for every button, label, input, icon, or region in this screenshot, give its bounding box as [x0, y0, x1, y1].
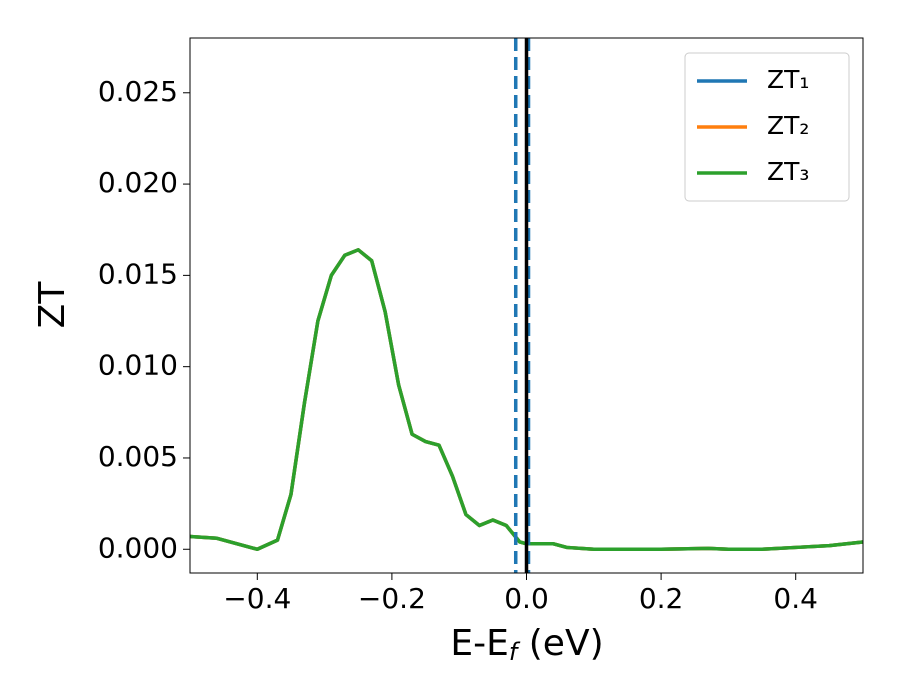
legend-label: ZT₃: [767, 157, 809, 186]
y-tick-label: 0.000: [98, 531, 178, 564]
legend-label: ZT₂: [767, 111, 809, 140]
x-axis-label: E-Ef (eV): [450, 623, 603, 666]
x-tick-label: −0.4: [223, 582, 291, 615]
y-tick-label: 0.010: [98, 349, 178, 382]
y-tick-label: 0.020: [98, 166, 178, 199]
y-tick-label: 0.015: [98, 257, 178, 290]
legend-box: [684, 52, 850, 202]
x-label-part: E-E: [450, 623, 508, 664]
y-tick-label: 0.025: [98, 75, 178, 108]
y-axis-label: ZT: [32, 281, 73, 329]
x-tick-label: −0.2: [358, 582, 426, 615]
x-tick-label: 0.4: [773, 582, 818, 615]
x-label-part: (eV): [517, 623, 603, 664]
plot-frame: [189, 37, 864, 574]
y-tick-label: 0.005: [98, 440, 178, 473]
x-tick-label: 0.0: [504, 582, 549, 615]
x-tick-label: 0.2: [639, 582, 684, 615]
series-line: [190, 248, 863, 552]
legend-label: ZT₁: [767, 65, 809, 94]
